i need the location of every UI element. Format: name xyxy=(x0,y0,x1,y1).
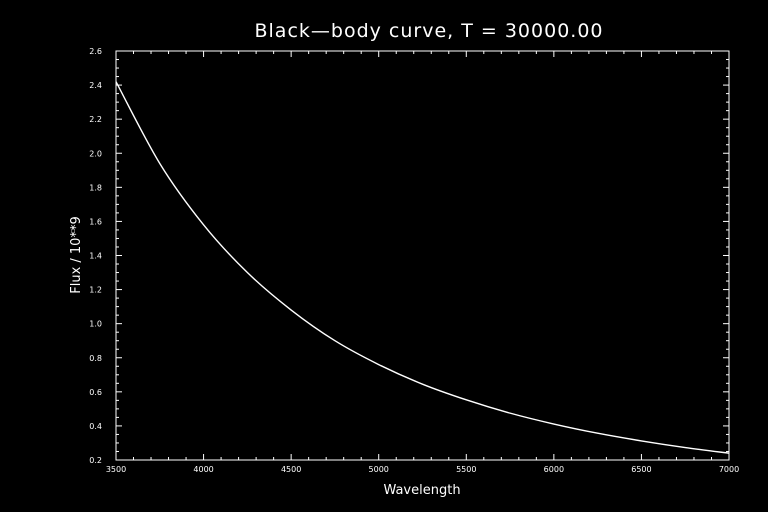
flux-curve xyxy=(115,81,730,454)
x-tick-label: 4500 xyxy=(281,465,301,474)
y-tick-label: 2.0 xyxy=(89,149,102,158)
x-tick-label: 6500 xyxy=(631,465,651,474)
x-tick-label: 3500 xyxy=(106,465,126,474)
x-axis-label: Wavelength xyxy=(383,483,460,498)
axis-ticks xyxy=(115,50,730,461)
x-tick-label: 4000 xyxy=(193,465,213,474)
y-axis-label: Flux / 10**9 xyxy=(69,216,84,293)
y-tick-label: 2.4 xyxy=(89,81,102,90)
y-tick-label: 1.6 xyxy=(89,217,102,226)
y-tick-label: 0.2 xyxy=(89,456,102,465)
y-tick-label: 2.2 xyxy=(89,115,102,124)
axis-tick-labels: 3500 4000 4500 5000 5500 6000 6500 7000 0.2 0.4 0.… xyxy=(89,47,739,474)
x-tick-label: 5000 xyxy=(369,465,389,474)
x-tick-label: 7000 xyxy=(719,465,739,474)
y-tick-label: 1.8 xyxy=(89,183,102,192)
y-tick-label: 0.6 xyxy=(89,388,102,397)
y-tick-label: 1.2 xyxy=(89,286,102,295)
y-tick-label: 1.4 xyxy=(89,252,102,261)
plot-frame xyxy=(115,50,730,461)
y-tick-label: 1.0 xyxy=(89,320,102,329)
chart-title: Black—body curve, T = 30000.00 xyxy=(254,20,603,42)
y-tick-label: 2.6 xyxy=(89,47,102,56)
x-tick-label: 6000 xyxy=(544,465,564,474)
x-tick-label: 5500 xyxy=(456,465,476,474)
y-tick-label: 0.8 xyxy=(89,354,102,363)
y-tick-label: 0.4 xyxy=(89,422,102,431)
